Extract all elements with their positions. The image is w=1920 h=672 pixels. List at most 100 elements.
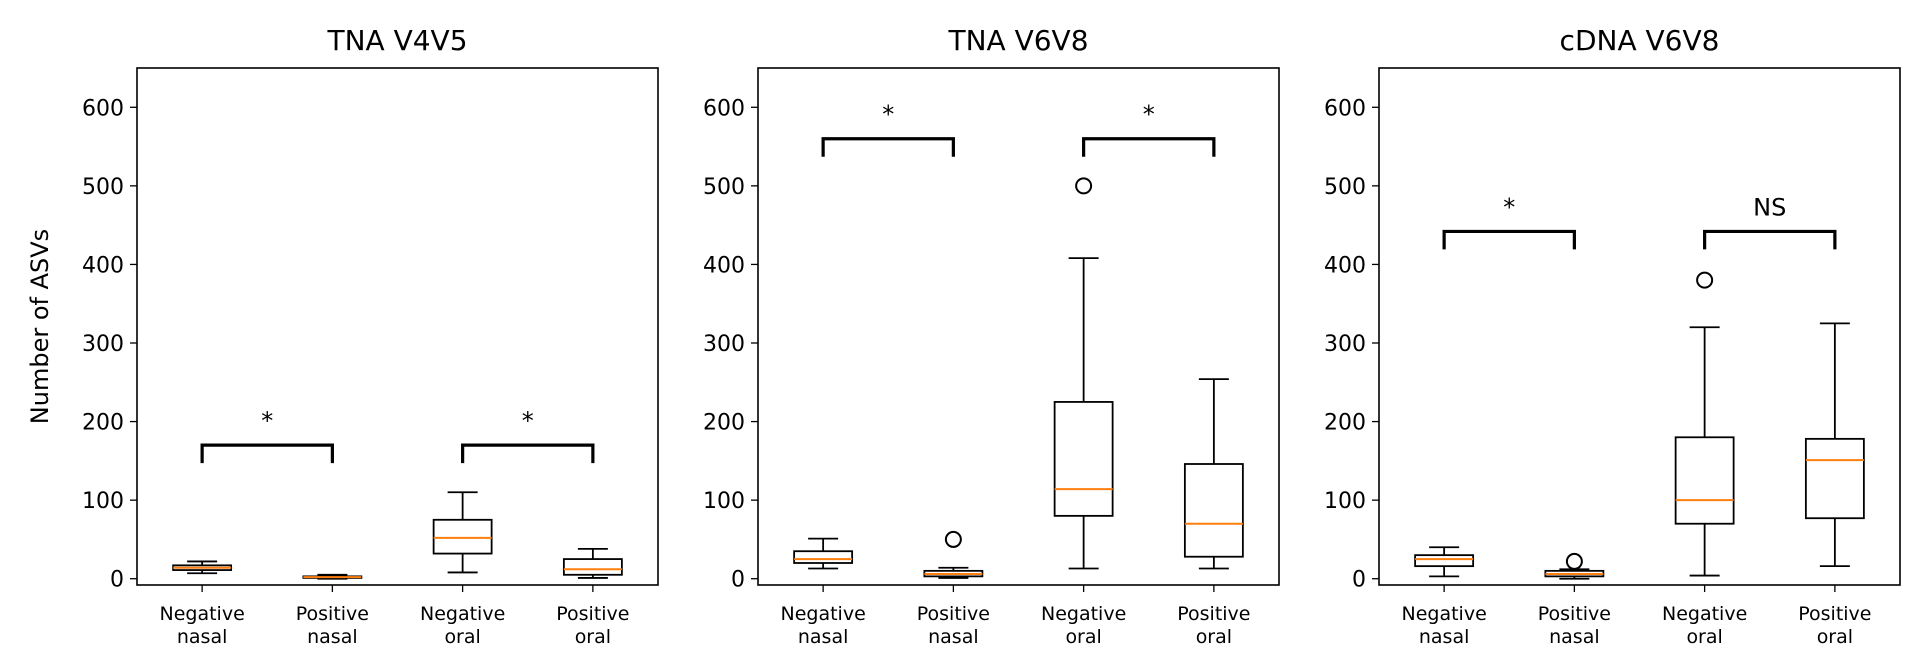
y-tick-label: 600 xyxy=(703,96,745,121)
x-tick-label: Positive nasal xyxy=(1538,603,1611,648)
y-tick-label: 600 xyxy=(1324,96,1366,121)
y-tick-label: 500 xyxy=(703,175,745,200)
significance-label: * xyxy=(261,407,273,435)
plot-frame xyxy=(1378,67,1901,586)
x-tick-label-line: oral xyxy=(1196,626,1232,648)
box-1 xyxy=(793,537,854,570)
iqr-box xyxy=(1674,436,1735,525)
significance-label: NS xyxy=(1753,193,1786,221)
x-tick-label: Negative oral xyxy=(420,603,505,648)
x-tick-label-line: Positive xyxy=(1177,603,1250,625)
plot-frame xyxy=(136,67,659,586)
y-tick-label: 0 xyxy=(110,568,124,593)
plot-frame xyxy=(757,67,1280,586)
iqr-box xyxy=(432,518,493,555)
y-tick-label: 0 xyxy=(1352,568,1366,593)
outlier-point xyxy=(1696,271,1714,289)
x-tick-label: Positive oral xyxy=(1177,603,1250,648)
box-3 xyxy=(1053,177,1114,570)
x-tick-label-line: nasal xyxy=(177,626,228,648)
x-tick-label-line: Negative xyxy=(159,603,244,625)
x-tick-label-line: Negative xyxy=(1401,603,1486,625)
significance-bracket xyxy=(200,443,334,464)
x-tick-label-line: nasal xyxy=(307,626,358,648)
significance-bracket xyxy=(821,137,955,157)
x-tick-label: Positive nasal xyxy=(296,603,369,648)
x-tick-label-line: oral xyxy=(1686,626,1722,648)
iqr-box xyxy=(793,550,854,564)
x-tick-label-line: nasal xyxy=(1549,626,1600,648)
significance-label: * xyxy=(1503,193,1515,221)
significance-bracket xyxy=(461,443,595,464)
chart-title: TNA V6V8 xyxy=(947,24,1088,57)
x-tick-label: Positive oral xyxy=(1798,603,1871,648)
x-tick-label-line: Positive xyxy=(296,603,369,625)
significance-label: * xyxy=(522,407,534,435)
box-4 xyxy=(1183,378,1244,570)
y-tick-label: 100 xyxy=(703,489,745,514)
x-tick-label: Negative oral xyxy=(1662,603,1747,648)
y-tick-label: 400 xyxy=(1324,253,1366,278)
y-tick-label: 500 xyxy=(1324,175,1366,200)
x-tick-label-line: Positive xyxy=(1538,603,1611,625)
y-tick-label: 200 xyxy=(82,411,124,436)
y-tick-label: 300 xyxy=(703,332,745,357)
box-2 xyxy=(923,530,984,579)
y-tick-label: 100 xyxy=(82,489,124,514)
x-tick-label: Negative oral xyxy=(1041,603,1126,648)
y-tick-label: 0 xyxy=(731,568,745,593)
significance-bracket xyxy=(1703,229,1837,250)
significance-label: * xyxy=(1143,101,1155,129)
outlier-point xyxy=(944,530,962,548)
x-tick-label-line: nasal xyxy=(928,626,979,648)
box-3 xyxy=(1674,271,1735,577)
outlier-point xyxy=(1075,177,1093,195)
x-tick-label: Negative nasal xyxy=(1401,603,1486,648)
iqr-box xyxy=(1183,463,1244,558)
y-tick-label: 400 xyxy=(703,253,745,278)
x-tick-label-line: Negative xyxy=(1662,603,1747,625)
x-tick-label-line: Positive xyxy=(917,603,990,625)
iqr-box xyxy=(1053,401,1114,517)
x-tick-label-line: Negative xyxy=(780,603,865,625)
y-axis-label: Number of ASVs xyxy=(26,229,54,424)
box-2 xyxy=(302,573,363,580)
chart-title: TNA V4V5 xyxy=(326,24,467,57)
x-tick-label-line: oral xyxy=(575,626,611,648)
x-tick-label-line: oral xyxy=(1817,626,1853,648)
y-tick-label: 200 xyxy=(1324,411,1366,436)
y-tick-label: 200 xyxy=(703,411,745,436)
y-tick-label: 100 xyxy=(1324,489,1366,514)
x-tick-label: Positive oral xyxy=(556,603,629,648)
x-tick-label-line: Positive xyxy=(556,603,629,625)
box-4 xyxy=(562,547,623,579)
x-tick-label-line: Negative xyxy=(420,603,505,625)
significance-bracket xyxy=(1082,137,1216,157)
y-tick-label: 400 xyxy=(82,253,124,278)
significance-label: * xyxy=(882,101,894,129)
iqr-box xyxy=(1804,437,1865,520)
box-2 xyxy=(1544,552,1605,580)
x-tick-label: Negative nasal xyxy=(159,603,244,648)
x-tick-label-line: oral xyxy=(444,626,480,648)
iqr-box xyxy=(1414,554,1475,568)
iqr-box xyxy=(562,558,623,576)
x-tick-label: Positive nasal xyxy=(917,603,990,648)
y-tick-label: 300 xyxy=(1324,332,1366,357)
x-tick-label-line: Negative xyxy=(1041,603,1126,625)
y-tick-label: 500 xyxy=(82,175,124,200)
x-tick-label-line: oral xyxy=(1065,626,1101,648)
chart-panel-1: TNA V4V5 Number of ASVs 0 100 200 300 400 500 60… xyxy=(26,24,659,648)
chart-title: cDNA V6V8 xyxy=(1560,24,1720,57)
significance-bracket xyxy=(1442,229,1576,250)
box-3 xyxy=(432,491,493,574)
x-tick-label-line: nasal xyxy=(798,626,849,648)
box-4 xyxy=(1804,322,1865,568)
box-1 xyxy=(172,560,233,575)
x-tick-label: Negative nasal xyxy=(780,603,865,648)
x-tick-label-line: nasal xyxy=(1419,626,1470,648)
y-tick-label: 600 xyxy=(82,96,124,121)
